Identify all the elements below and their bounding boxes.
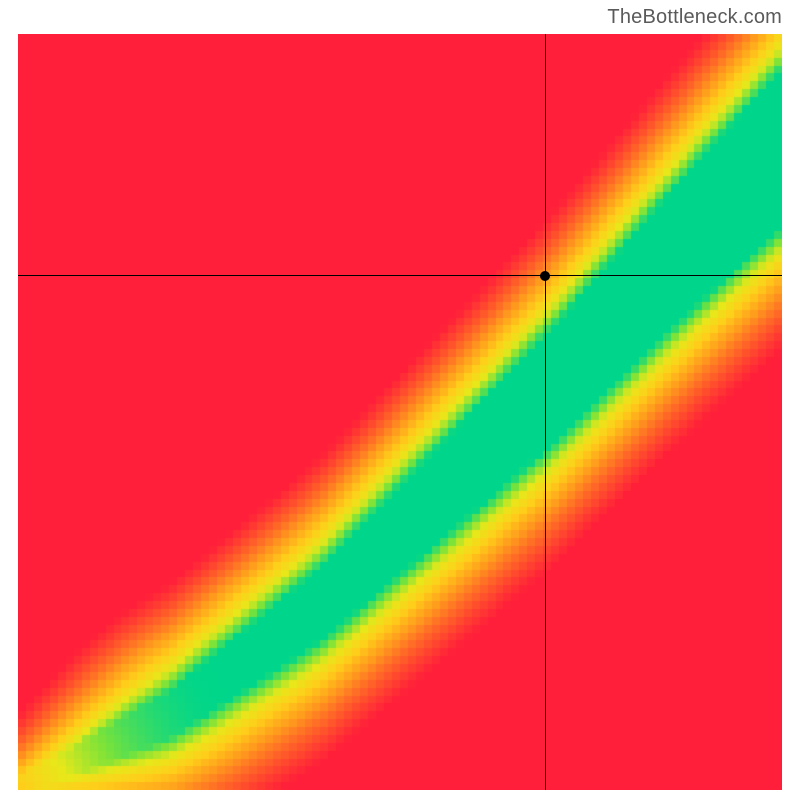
heatmap-canvas (18, 34, 782, 790)
attribution-text: TheBottleneck.com (607, 6, 782, 29)
crosshair-marker (540, 271, 550, 281)
heatmap-plot (18, 34, 782, 790)
crosshair-horizontal (18, 275, 782, 276)
crosshair-vertical (545, 34, 546, 790)
